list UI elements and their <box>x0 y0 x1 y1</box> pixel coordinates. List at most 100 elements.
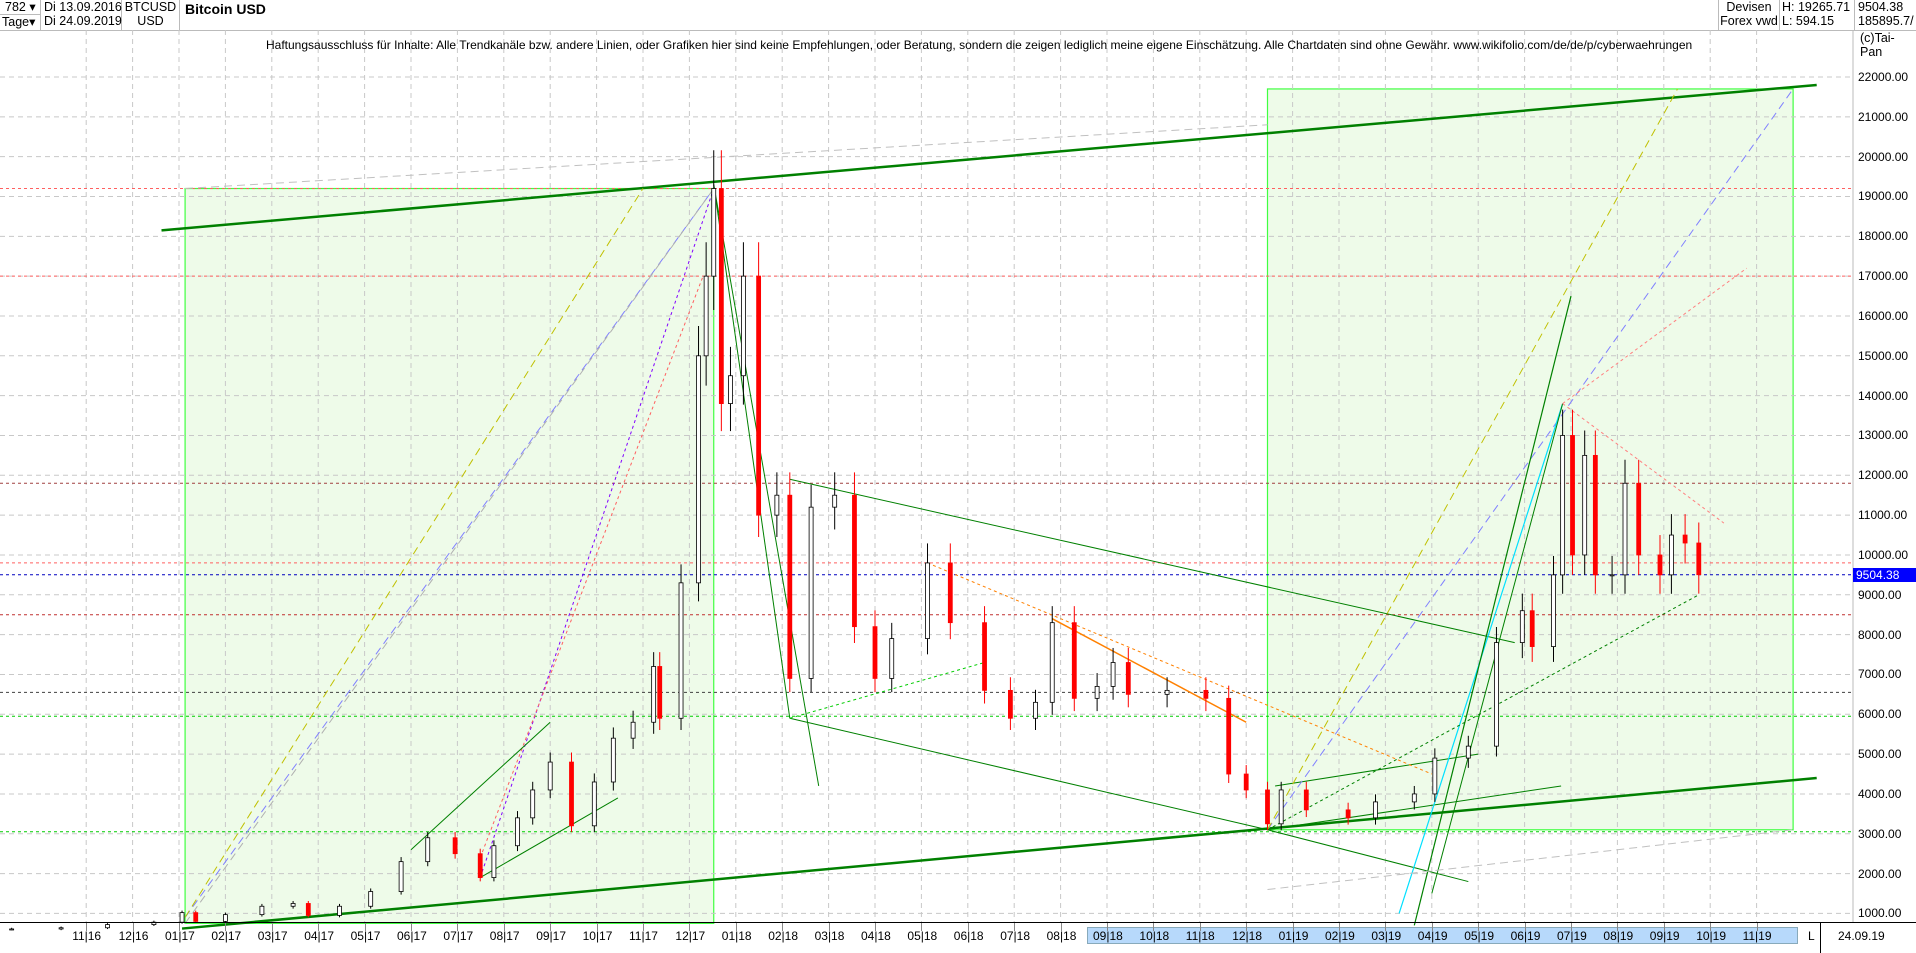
candle <box>305 903 311 916</box>
candle <box>259 905 265 916</box>
y-tick-label: 3000.00 <box>1858 826 1902 841</box>
x-tick-label: 04|19 <box>1417 929 1448 943</box>
trendline <box>161 83 1817 232</box>
y-tick-label: 21000.00 <box>1858 109 1909 124</box>
y-tick-label: 14000.00 <box>1858 388 1909 403</box>
x-tick-mark <box>1292 923 1294 931</box>
candle <box>1519 610 1525 643</box>
x-tick-mark <box>1431 923 1433 931</box>
trendline <box>1413 295 1572 926</box>
x-tick-mark <box>1014 923 1016 931</box>
candle <box>398 861 404 892</box>
x-tick-label: 08|19 <box>1603 929 1634 943</box>
candle <box>1682 534 1688 544</box>
currency: USD <box>137 14 164 28</box>
candle <box>1226 697 1232 775</box>
candle <box>222 914 228 922</box>
x-tick-label: 10|19 <box>1696 929 1726 943</box>
x-tick-mark <box>1246 923 1248 931</box>
trendline <box>1267 594 1700 831</box>
candle <box>1669 534 1674 576</box>
y-tick-label: 8000.00 <box>1858 627 1902 642</box>
y-tick-label: 1000.00 <box>1858 906 1902 921</box>
candle <box>425 837 431 863</box>
x-tick-label: 01|18 <box>721 929 752 943</box>
trendline <box>184 188 715 924</box>
date-range[interactable]: Di 13.09.2016 Di 24.09.2019 <box>41 0 122 30</box>
candle <box>1110 662 1116 687</box>
trendline <box>1051 618 1247 723</box>
candle <box>569 761 574 827</box>
y-tick-label: 9000.00 <box>1858 587 1902 602</box>
candle <box>1570 435 1575 556</box>
candle <box>718 188 724 405</box>
candle <box>808 506 814 679</box>
trendline <box>927 562 1432 775</box>
candle <box>179 912 185 923</box>
period-select[interactable]: Tage▾ <box>0 15 41 30</box>
trendline <box>479 188 715 878</box>
trendline <box>479 275 704 858</box>
x-tick-label: 01|17 <box>165 929 195 943</box>
candle <box>1465 745 1471 759</box>
x-tick-mark <box>921 923 923 931</box>
y-tick-label: 5000.00 <box>1858 747 1902 762</box>
x-tick-label: 07|19 <box>1557 929 1587 943</box>
market-cell: Devisen Forex vwd <box>1718 0 1780 30</box>
candle <box>1529 610 1535 647</box>
x-tick-mark <box>1385 923 1387 931</box>
high-value: H: 19265.71 <box>1782 0 1851 14</box>
x-tick-label: 07|17 <box>443 929 474 943</box>
candle <box>1243 773 1249 791</box>
x-tick-mark <box>225 923 227 931</box>
x-tick-mark <box>364 923 366 931</box>
candle <box>852 494 857 628</box>
x-tick-label: 06|17 <box>397 929 427 943</box>
scroll-range-bar[interactable] <box>1087 927 1798 944</box>
x-tick-mark <box>1524 923 1526 931</box>
candle <box>925 562 930 640</box>
candle <box>1164 689 1170 695</box>
x-tick-label: 08|18 <box>1046 929 1077 943</box>
trendline <box>410 721 551 851</box>
x-tick-mark <box>1617 923 1619 931</box>
x-end-label: 24.09.19 <box>1838 929 1885 943</box>
candle <box>872 626 878 679</box>
x-tick-label: 01|19 <box>1278 929 1309 943</box>
date-from[interactable]: Di 13.09.2016 <box>44 0 122 14</box>
x-tick-label: 02|17 <box>211 929 242 943</box>
x-tick-mark <box>1339 923 1340 931</box>
x-tick-mark <box>735 923 737 931</box>
chart-header: 782 ▾ Tage▾ Di 13.09.2016 Di 24.09.2019 … <box>0 0 1916 31</box>
chevron-down-icon: ▾ <box>29 0 36 14</box>
y-tick-label: 7000.00 <box>1858 667 1902 682</box>
candle <box>774 494 780 516</box>
data-source: Forex vwd <box>1720 14 1778 28</box>
x-tick-mark <box>782 923 784 931</box>
x-tick-mark <box>86 923 88 931</box>
candle <box>756 275 762 516</box>
x-tick-mark <box>132 923 134 931</box>
x-tick-label: 12|16 <box>118 929 149 943</box>
y-tick-label: 2000.00 <box>1858 866 1902 881</box>
x-tick-mark <box>596 923 598 931</box>
scroll-marker[interactable]: L <box>1808 929 1815 943</box>
disclaimer-text: Haftungsausschluss für Inhalte: Alle Tre… <box>266 38 1693 52</box>
x-tick-mark <box>1060 923 1062 931</box>
x-tick-mark <box>967 923 969 931</box>
y-tick-label: 4000.00 <box>1858 786 1902 801</box>
candle <box>290 903 296 907</box>
candle <box>1560 435 1566 576</box>
x-tick-label: 08|17 <box>489 929 520 943</box>
y-tick-label: 15000.00 <box>1858 348 1909 363</box>
x-tick-label: 02|18 <box>768 929 798 943</box>
x-tick-label: 09|17 <box>536 929 566 943</box>
trendline <box>1267 829 1469 883</box>
period-value: Tage <box>2 15 30 29</box>
y-tick-label: 22000.00 <box>1858 70 1909 84</box>
candle <box>711 188 717 277</box>
candle <box>728 375 733 405</box>
bars-select[interactable]: 782 ▾ <box>0 0 41 15</box>
date-to[interactable]: Di 24.09.2019 <box>44 14 122 28</box>
